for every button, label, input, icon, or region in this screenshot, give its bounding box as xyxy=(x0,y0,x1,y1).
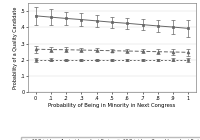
Y-axis label: Probability of a Quality Candidate: Probability of a Quality Candidate xyxy=(13,6,18,89)
X-axis label: Probability of Being in Minority in Next Congress: Probability of Being in Minority in Next… xyxy=(48,103,176,108)
Legend: 10 Point Lean Against Incumbent Party, Evenly Divided, 10 Point Lean Toward Incu: 10 Point Lean Against Incumbent Party, E… xyxy=(21,137,200,140)
